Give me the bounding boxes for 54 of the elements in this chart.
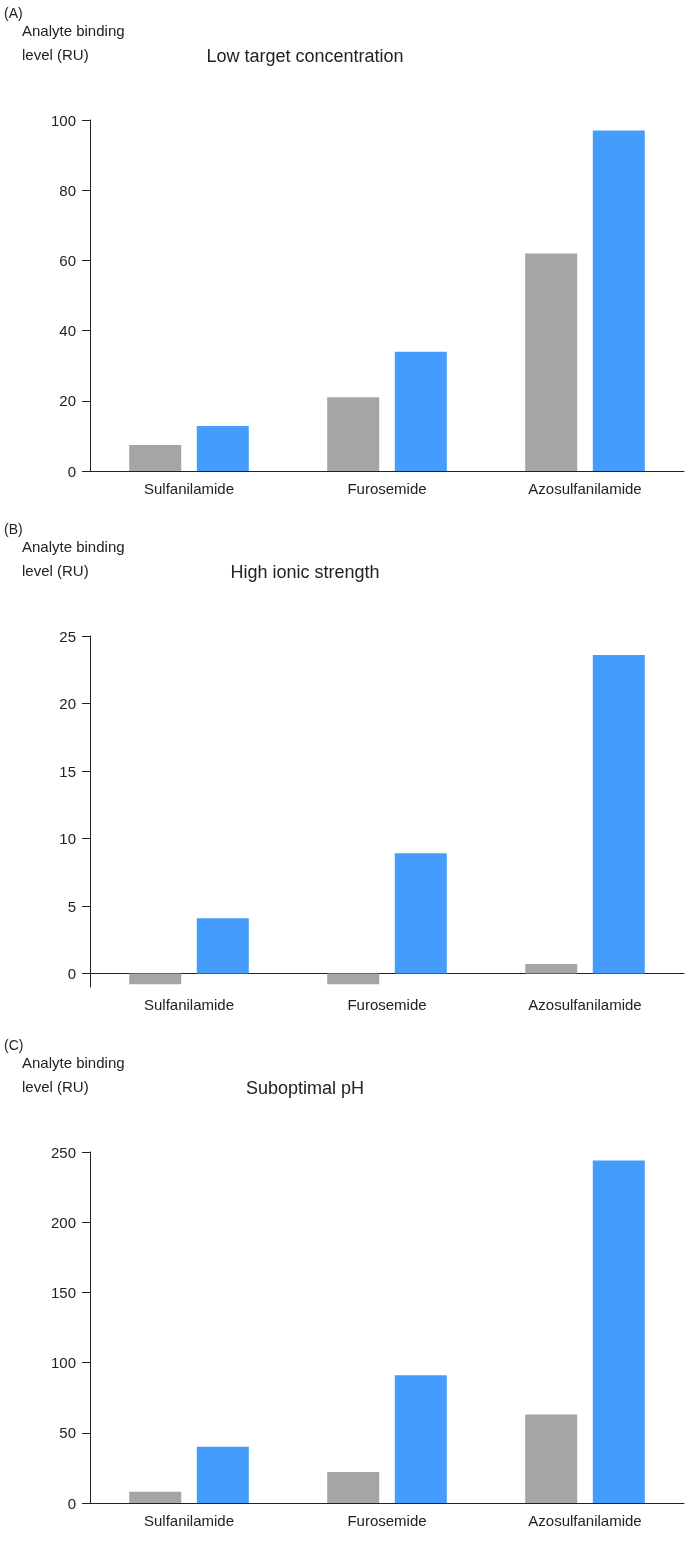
y-tick-label: 0 — [67, 1494, 76, 1512]
bar — [394, 351, 447, 471]
y-tick-label: 20 — [59, 392, 76, 410]
y-tick-label: 10 — [59, 830, 76, 847]
bar — [525, 964, 578, 974]
bar — [592, 654, 645, 974]
bar — [196, 1446, 249, 1503]
chart-title: Suboptimal pH — [245, 1078, 365, 1098]
bar — [394, 1375, 447, 1503]
bar — [327, 397, 380, 471]
bar — [592, 1160, 645, 1503]
y-tick-label: 200 — [50, 1213, 76, 1231]
bar — [129, 973, 182, 985]
x-tick-label: Azosulfanilamide — [528, 1512, 642, 1529]
y-tick-label: 100 — [50, 1354, 76, 1372]
y-tick-label: 60 — [59, 251, 76, 269]
x-tick-label: Sulfanilamide — [143, 1512, 235, 1529]
bar — [129, 1491, 182, 1503]
chart-title: High ionic strength — [230, 562, 380, 582]
x-tick-label: Azosulfanilamide — [528, 996, 642, 1013]
y-tick-label: 40 — [59, 322, 76, 340]
x-tick-label: Azosulfanilamide — [528, 480, 642, 497]
y-axis-title: Analyte binding level (RU) — [22, 1053, 129, 1095]
bar — [129, 445, 182, 471]
y-tick-label: 20 — [59, 695, 76, 712]
x-tick-label: Furosemide — [347, 480, 427, 497]
x-tick-label: Furosemide — [347, 1512, 427, 1529]
y-tick-label: 80 — [59, 181, 76, 199]
bar — [327, 973, 380, 985]
bar — [196, 918, 249, 974]
bar — [394, 853, 447, 974]
bar — [196, 426, 249, 471]
text: (B) — [4, 521, 23, 537]
y-tick-label: 0 — [67, 965, 76, 982]
bar — [525, 253, 578, 471]
x-tick-label: Sulfanilamide — [143, 480, 235, 497]
bar — [525, 1414, 578, 1503]
y-axis-title: Analyte binding level (RU) — [22, 537, 129, 579]
x-tick-label: Sulfanilamide — [143, 996, 235, 1013]
bar — [592, 130, 645, 471]
y-tick-label: 50 — [59, 1424, 76, 1442]
text: (A) — [4, 5, 23, 21]
y-tick-label: 100 — [50, 111, 76, 129]
y-axis-title: Analyte binding level (RU) — [22, 21, 129, 63]
y-tick-label: 25 — [59, 627, 76, 645]
text: (C) — [4, 1037, 24, 1053]
y-tick-label: 0 — [67, 462, 76, 480]
x-tick-label: Furosemide — [347, 996, 427, 1013]
y-tick-label: 250 — [50, 1143, 76, 1161]
y-tick-label: 150 — [50, 1283, 76, 1301]
y-tick-label: 5 — [67, 897, 76, 915]
chart-title: Low target concentration — [206, 46, 404, 66]
y-tick-label: 15 — [59, 762, 76, 780]
bar — [327, 1472, 380, 1503]
